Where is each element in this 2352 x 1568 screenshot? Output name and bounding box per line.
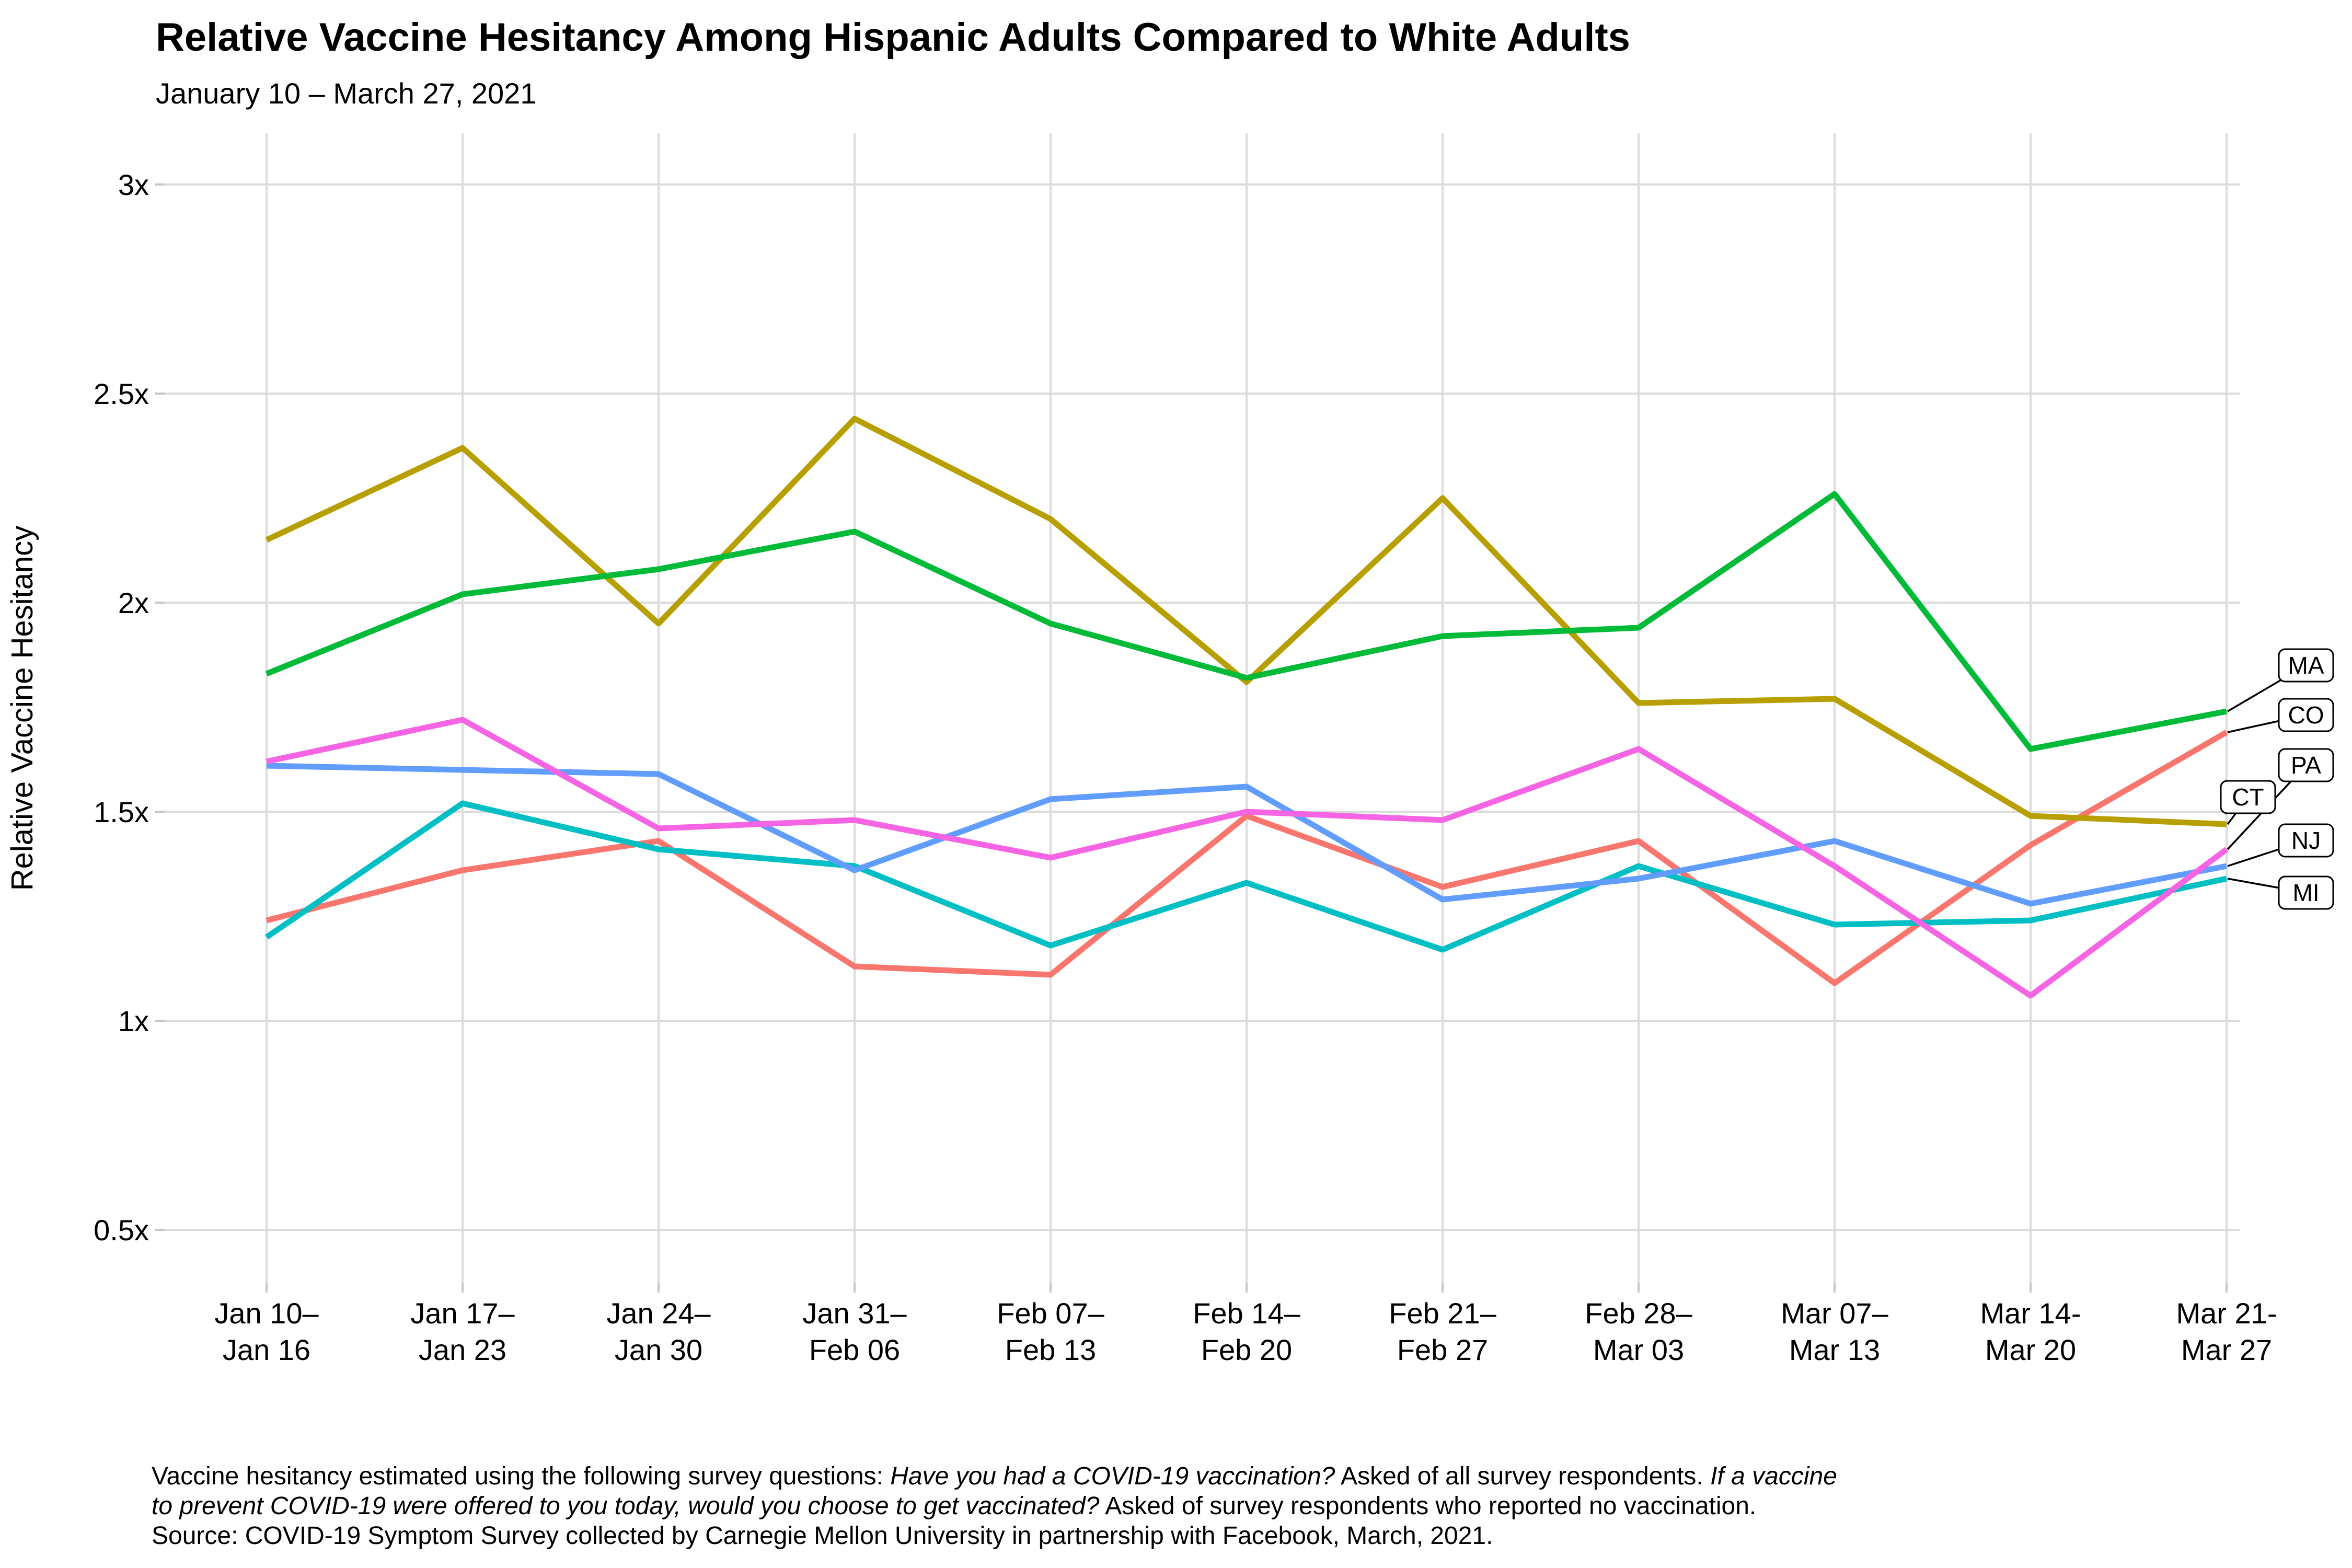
- y-tick-label: 0.5x: [94, 1214, 149, 1247]
- end-label-box-CO: [2278, 698, 2334, 732]
- caption-run: Vaccine hesitancy estimated using the fo…: [152, 1462, 891, 1490]
- x-tick-label-line2: Feb 06: [809, 1333, 900, 1366]
- x-tick-label-line2: Jan 16: [223, 1333, 310, 1366]
- x-tick-label-line1: Mar 14-: [1980, 1297, 2081, 1330]
- caption-line: Vaccine hesitancy estimated using the fo…: [152, 1461, 2268, 1491]
- caption-line: to prevent COVID-19 were offered to you …: [152, 1491, 2268, 1521]
- y-axis-title: Relative Vaccine Hesitancy: [5, 526, 39, 891]
- series-line-CO: [266, 730, 2228, 986]
- x-tick-label-line1: Mar 21-: [2176, 1297, 2277, 1330]
- x-tick-label-line1: Feb 07–: [997, 1297, 1104, 1330]
- end-label-box-MA: [2278, 648, 2334, 683]
- x-tick-label-line2: Mar 03: [1593, 1333, 1684, 1366]
- x-tick-label-line1: Jan 10–: [214, 1297, 319, 1330]
- end-label-text-CO: CO: [2288, 701, 2324, 729]
- x-tick-label-line2: Feb 27: [1397, 1333, 1488, 1366]
- end-label-box-PA: [2278, 748, 2334, 782]
- y-tick-label: 1.5x: [94, 795, 149, 828]
- y-tick-label: 2.5x: [94, 377, 149, 410]
- end-label-box-NJ: [2278, 823, 2334, 858]
- caption-run: Source: COVID-19 Symptom Survey collecte…: [152, 1522, 1493, 1550]
- end-label-box-CT: [2220, 780, 2276, 814]
- x-tick-label-line1: Jan 17–: [410, 1297, 515, 1330]
- chart-title: Relative Vaccine Hesitancy Among Hispani…: [156, 15, 1631, 60]
- end-label-text-CT: CT: [2232, 783, 2264, 811]
- caption-run: Asked of survey respondents who reported…: [1099, 1492, 1757, 1520]
- caption-run: Asked of all survey respondents.: [1335, 1462, 1711, 1490]
- chart-subtitle: January 10 – March 27, 2021: [156, 77, 537, 110]
- x-tick-label-line2: Feb 13: [1005, 1333, 1096, 1366]
- x-tick-label-line1: Jan 31–: [802, 1297, 907, 1330]
- x-tick-label-line2: Mar 20: [1985, 1333, 2076, 1366]
- y-tick-label: 2x: [118, 586, 149, 619]
- caption-italic-run: Have you had a COVID-19 vaccination?: [890, 1462, 1335, 1490]
- x-tick-label-line1: Feb 14–: [1193, 1297, 1300, 1330]
- x-tick-label-line1: Feb 28–: [1585, 1297, 1692, 1330]
- x-tick-label-line2: Jan 30: [615, 1333, 702, 1366]
- x-tick-label-line2: Mar 27: [2181, 1333, 2272, 1366]
- end-label-text-MI: MI: [2292, 879, 2319, 906]
- y-tick-label: 1x: [118, 1005, 149, 1037]
- y-tick-label: 3x: [118, 168, 149, 201]
- end-label-box-MI: [2278, 875, 2334, 910]
- x-tick-label-line2: Mar 13: [1789, 1333, 1880, 1366]
- x-tick-label-line1: Feb 21–: [1389, 1297, 1496, 1330]
- series-line-MA: [265, 491, 2228, 752]
- x-tick-label-line2: Jan 23: [419, 1333, 506, 1366]
- series-line-NJ: [266, 763, 2228, 907]
- x-tick-label-line1: Jan 24–: [606, 1297, 711, 1330]
- x-tick-label-line1: Mar 07–: [1781, 1297, 1888, 1330]
- x-tick-label-line2: Feb 20: [1201, 1333, 1292, 1366]
- chart-caption: Vaccine hesitancy estimated using the fo…: [152, 1461, 2268, 1551]
- end-label-text-MA: MA: [2288, 652, 2324, 679]
- caption-line: Source: COVID-19 Symptom Survey collecte…: [152, 1521, 2268, 1551]
- end-label-text-NJ: NJ: [2291, 827, 2321, 854]
- series-line-CT: [265, 416, 2227, 827]
- caption-italic-run: to prevent COVID-19 were offered to you …: [152, 1492, 1100, 1520]
- series-line-PA: [266, 717, 2229, 999]
- series-line-MI: [264, 800, 2228, 953]
- end-label-text-PA: PA: [2291, 752, 2321, 779]
- caption-italic-run: If a vaccine: [1710, 1462, 1837, 1490]
